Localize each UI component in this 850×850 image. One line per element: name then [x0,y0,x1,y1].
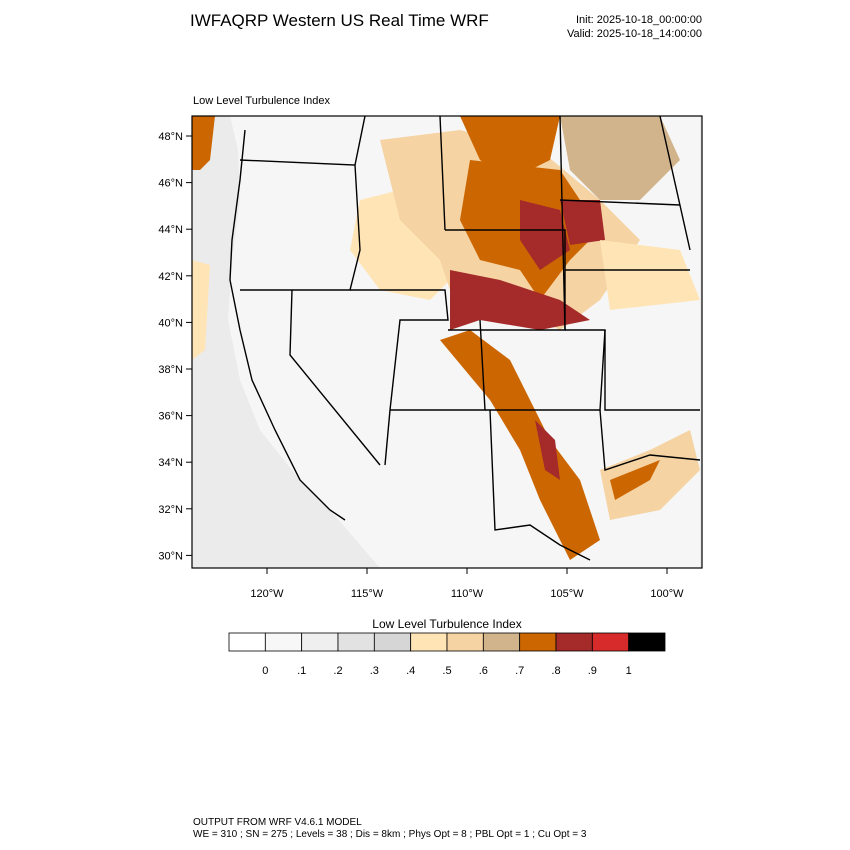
colorbar-label: .2 [333,665,342,677]
colorbar-label: .3 [370,665,379,677]
lat-label: 48°N [158,131,183,143]
lat-label: 42°N [158,271,183,283]
color-box [555,632,593,652]
color-box [519,632,557,652]
color-box [373,632,412,652]
lat-axis: 48°N 46°N 44°N 42°N 40°N 38°N 36°N 34°N 32°N 30°N [158,131,192,562]
lon-label: 120°W [250,588,284,600]
colorbar-label: .5 [442,665,451,677]
color-box [591,632,630,652]
color-box [228,632,266,652]
lat-label: 46°N [158,178,183,190]
lat-label: 36°N [158,411,183,423]
lon-label: 110°W [451,588,484,600]
colorbar-label: .7 [515,665,524,677]
colorbar-label: .8 [551,665,560,677]
color-box [628,632,666,652]
lat-label: 32°N [158,504,183,516]
lat-label: 40°N [158,317,183,329]
colorbar-label: .4 [406,665,415,677]
lon-label: 100°W [650,588,684,600]
init-time: Init: 2025-10-18_00:00:00 [576,14,702,26]
colorbar-label: .6 [479,665,488,677]
color-box [410,632,448,652]
lat-label: 38°N [158,364,183,376]
color-box [482,632,521,652]
valid-time: Valid: 2025-10-18_14:00:00 [567,28,702,40]
colorbar-label: 0 [262,665,268,677]
color-box [446,632,484,652]
colorbar-label: .9 [588,665,597,677]
lat-label: 34°N [158,457,183,469]
color-box [337,632,375,652]
map-title: Low Level Turbulence Index [193,95,330,107]
color-box [301,632,339,652]
colorbar-label: .1 [297,665,306,677]
footer-line: OUTPUT FROM WRF V4.6.1 MODEL [193,817,362,828]
lon-label: 105°W [550,588,584,600]
colorbar-title: Low Level Turbulence Index [372,617,521,631]
lat-label: 30°N [158,550,183,562]
lon-label: 115°W [351,588,384,600]
color-box [264,632,303,652]
lon-axis: 120°W 115°W 110°W 105°W 100°W [250,568,684,600]
map [191,115,703,569]
lat-label: 44°N [158,224,183,236]
footer-line: WE = 310 ; SN = 275 ; Levels = 38 ; Dis … [193,829,587,840]
colorbar: 0 .1 .2 .3 .4 .5 .6 .7 .8 .9 1 [228,632,666,677]
colorbar-label: 1 [626,665,632,677]
title: IWFAQRP Western US Real Time WRF [190,11,489,30]
